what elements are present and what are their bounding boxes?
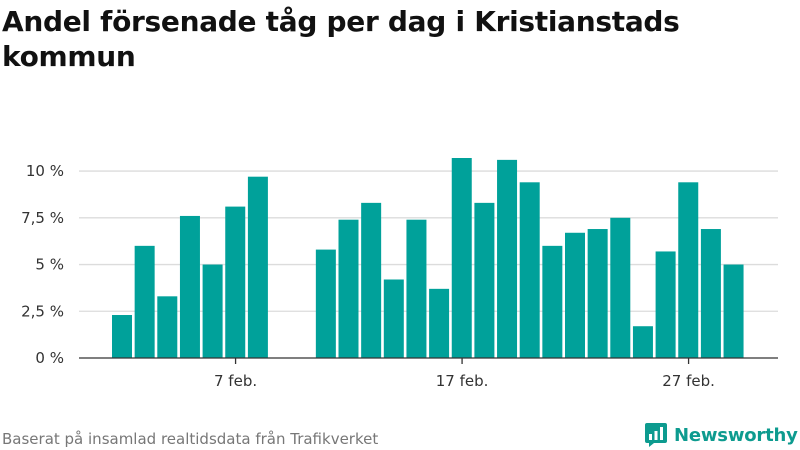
source-note: Baserat på insamlad realtidsdata från Tr… bbox=[2, 430, 379, 448]
x-tick-label: 27 feb. bbox=[662, 372, 715, 390]
bar bbox=[474, 202, 495, 358]
bar bbox=[179, 215, 200, 358]
bar bbox=[338, 219, 359, 358]
bar bbox=[497, 159, 518, 358]
y-axis: 0 % 2,5 % 5 % 7,5 % 10 % bbox=[21, 162, 64, 367]
bar bbox=[655, 251, 676, 358]
chart-title: Andel försenade tåg per dag i Kristianst… bbox=[2, 5, 680, 73]
brand-logo-link[interactable]: Newsworthy bbox=[644, 420, 798, 450]
x-tick-label: 7 feb. bbox=[214, 372, 257, 390]
bar bbox=[565, 232, 585, 358]
bar bbox=[610, 217, 631, 358]
bar bbox=[315, 249, 336, 358]
bar bbox=[429, 288, 450, 358]
bar bbox=[587, 229, 608, 358]
y-tick-label: 7,5 % bbox=[21, 209, 64, 227]
bar bbox=[134, 245, 155, 358]
bar bbox=[247, 176, 268, 358]
bar bbox=[157, 296, 178, 358]
brand-name: Newsworthy bbox=[674, 424, 798, 446]
bar bbox=[406, 219, 427, 358]
y-tick-label: 5 % bbox=[35, 256, 64, 274]
y-tick-label: 10 % bbox=[26, 162, 64, 180]
x-tick-label: 17 feb. bbox=[436, 372, 489, 390]
bar bbox=[383, 279, 404, 358]
bar bbox=[361, 202, 382, 358]
bar bbox=[700, 229, 721, 358]
bar bbox=[112, 315, 132, 358]
bar-chart-badge-icon bbox=[645, 423, 667, 447]
x-axis: 7 feb. 17 feb. 27 feb. bbox=[79, 357, 778, 390]
bar bbox=[451, 158, 472, 358]
y-tick-label: 2,5 % bbox=[21, 302, 64, 320]
bar bbox=[519, 182, 540, 358]
y-tick-label: 0 % bbox=[35, 349, 64, 367]
bar bbox=[225, 206, 246, 358]
bar-chart: 0 % 2,5 % 5 % 7,5 % 10 % 7 feb. 17 feb. 27 feb… bbox=[21, 158, 778, 390]
bar bbox=[632, 326, 653, 358]
bar bbox=[202, 264, 223, 358]
bar bbox=[723, 264, 744, 358]
bars bbox=[112, 158, 744, 358]
bar bbox=[678, 182, 699, 358]
bar bbox=[542, 245, 563, 358]
